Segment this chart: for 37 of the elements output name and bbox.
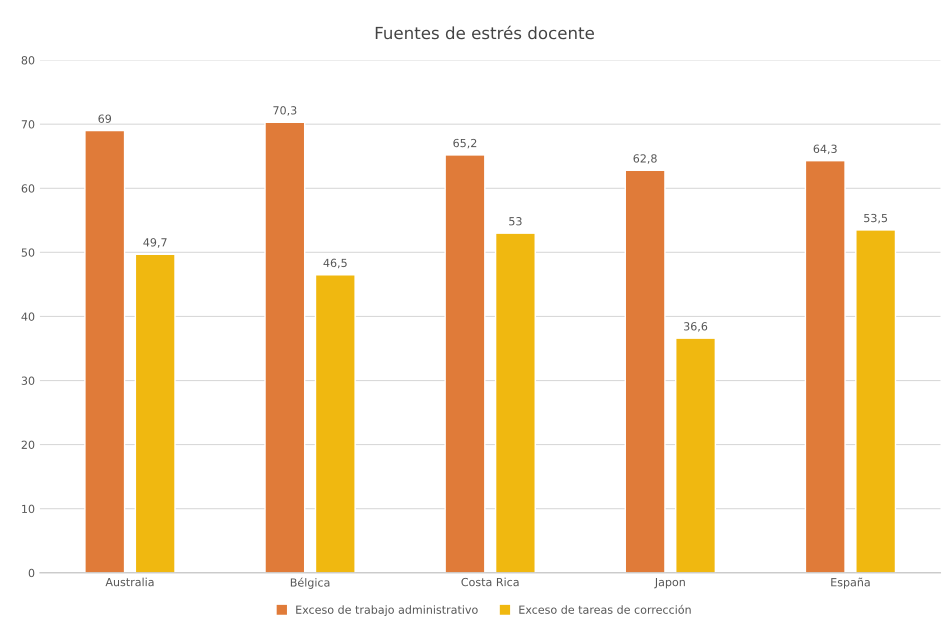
data-label: 53,5 xyxy=(864,214,888,224)
bar xyxy=(84,130,126,573)
y-tick-label: 0 xyxy=(28,568,34,578)
bar xyxy=(624,170,666,573)
data-label: 53 xyxy=(509,217,522,226)
bar xyxy=(494,232,536,573)
data-label: 64,3 xyxy=(814,144,837,154)
y-tick-label: 40 xyxy=(21,312,34,321)
x-tick-label: España xyxy=(831,578,870,589)
data-label: 46,5 xyxy=(323,258,347,268)
y-tick-label: 60 xyxy=(22,184,34,193)
data-label: 36,6 xyxy=(684,322,708,332)
bar xyxy=(264,122,306,573)
x-tick-label: Bélgica xyxy=(290,578,330,589)
legend-label: Exceso de trabajo administrativo xyxy=(296,605,478,616)
data-label: 69 xyxy=(98,114,112,123)
x-tick-label: Costa Rica xyxy=(461,578,519,586)
bar xyxy=(675,338,716,573)
bar xyxy=(855,229,896,573)
legend-label: Exceso de tareas de corrección xyxy=(519,604,691,614)
data-label: 49,7 xyxy=(143,238,167,248)
bar xyxy=(444,154,486,573)
bar xyxy=(134,254,176,573)
chart-title: Fuentes de estrés docente xyxy=(376,26,594,40)
y-tick-label: 80 xyxy=(22,56,34,64)
data-label: 70,3 xyxy=(273,106,296,116)
data-label: 62,8 xyxy=(634,154,657,164)
data-label: 65,2 xyxy=(453,138,476,148)
y-tick-label: 20 xyxy=(22,440,34,449)
y-tick-label: 50 xyxy=(22,248,34,257)
y-tick-label: 10 xyxy=(22,504,34,514)
x-tick-label: Japon xyxy=(654,578,685,588)
x-tick-label: Australia xyxy=(105,578,154,586)
bar xyxy=(314,274,356,573)
bar xyxy=(804,160,846,573)
y-tick-label: 70 xyxy=(22,120,34,129)
y-tick-label: 30 xyxy=(22,376,34,385)
